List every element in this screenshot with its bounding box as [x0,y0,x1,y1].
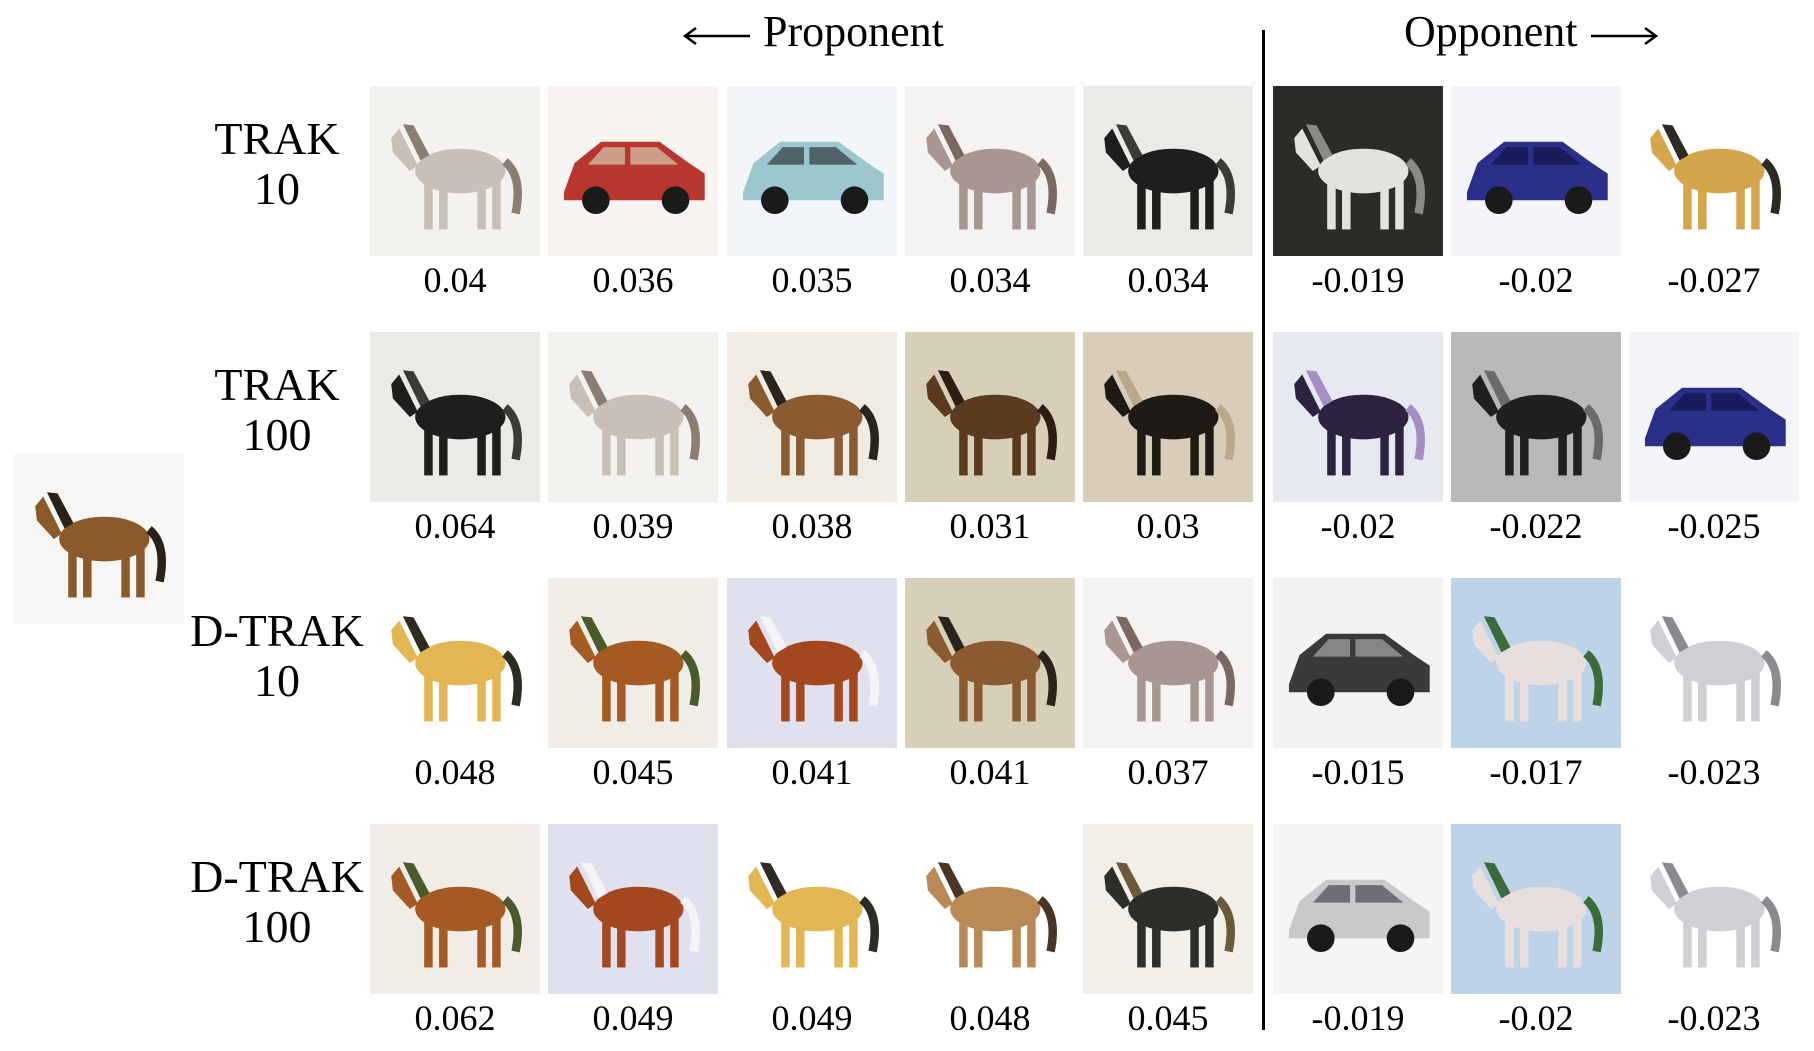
proponent-thumbnail [1083,86,1253,256]
opponent-score: -0.02 [1498,998,1574,1038]
opponent-score: -0.015 [1311,752,1405,792]
opponent-thumbnail [1451,86,1621,256]
opponent-score: -0.017 [1489,752,1583,792]
opponent-header: Opponent [1404,10,1659,54]
proponent-thumbnail [1083,332,1253,502]
proponent-thumbnail [905,86,1075,256]
proponent-thumbnail [370,86,540,256]
proponent-score: 0.049 [592,998,674,1038]
opponent-score: -0.022 [1489,506,1583,546]
proponent-thumbnail [727,824,897,994]
proponent-label: Proponent [763,7,944,56]
opponent-score: -0.023 [1667,752,1761,792]
proponent-score: 0.049 [771,998,853,1038]
proponent-score: 0.036 [592,260,674,300]
opponent-score: -0.027 [1667,260,1761,300]
proponent-thumbnail [548,824,718,994]
proponent-thumbnail [370,578,540,748]
opponent-thumbnail [1629,332,1799,502]
proponent-thumbnail [1083,824,1253,994]
proponent-thumbnail [727,86,897,256]
proponent-score: 0.062 [414,998,496,1038]
proponent-thumbnail [905,578,1075,748]
row-label-method: TRAK [214,113,340,164]
row-label: D-TRAK 10 [186,606,368,706]
proponent-score: 0.034 [1127,260,1209,300]
opponent-thumbnail [1451,332,1621,502]
opponent-score: -0.019 [1311,998,1405,1038]
proponent-thumbnail [727,332,897,502]
proponent-score: 0.045 [592,752,674,792]
row-label: TRAK 100 [186,360,368,460]
opponent-thumbnail [1273,86,1443,256]
proponent-score: 0.037 [1127,752,1209,792]
opponent-score: -0.02 [1498,260,1574,300]
proponent-header: Proponent [682,10,944,54]
row-label-method: D-TRAK [190,605,364,656]
row-label: D-TRAK 100 [186,852,368,952]
opponent-thumbnail [1451,578,1621,748]
proponent-score: 0.04 [423,260,487,300]
opponent-thumbnail [1273,824,1443,994]
proponent-thumbnail [727,578,897,748]
proponent-score: 0.048 [949,998,1031,1038]
proponent-thumbnail [548,578,718,748]
row-label: TRAK 10 [186,114,368,214]
query-image [14,454,184,624]
proponent-thumbnail [905,332,1075,502]
row-label-count: 10 [254,163,300,214]
opponent-thumbnail [1273,332,1443,502]
proponent-score: 0.048 [414,752,496,792]
row-label-method: D-TRAK [190,851,364,902]
proponent-score: 0.064 [414,506,496,546]
opponent-score: -0.02 [1320,506,1396,546]
proponent-thumbnail [1083,578,1253,748]
proponent-score: 0.038 [771,506,853,546]
opponent-thumbnail [1629,86,1799,256]
proponent-thumbnail [370,824,540,994]
opponent-score: -0.019 [1311,260,1405,300]
opponent-thumbnail [1629,824,1799,994]
proponent-score: 0.031 [949,506,1031,546]
proponent-score: 0.035 [771,260,853,300]
proponent-score: 0.03 [1136,506,1200,546]
opponent-label: Opponent [1404,7,1578,56]
opponent-thumbnail [1451,824,1621,994]
proponent-thumbnail [905,824,1075,994]
opponent-score: -0.023 [1667,998,1761,1038]
left-arrow-icon [682,26,750,45]
proponent-score: 0.034 [949,260,1031,300]
proponent-thumbnail [548,332,718,502]
row-label-count: 10 [254,655,300,706]
opponent-score: -0.025 [1667,506,1761,546]
proponent-score: 0.039 [592,506,674,546]
column-divider [1262,30,1265,1030]
row-label-count: 100 [242,901,312,952]
proponent-score: 0.045 [1127,998,1209,1038]
row-label-method: TRAK [214,359,340,410]
right-arrow-icon [1590,26,1658,45]
proponent-score: 0.041 [949,752,1031,792]
row-label-count: 100 [242,409,312,460]
proponent-score: 0.041 [771,752,853,792]
opponent-thumbnail [1629,578,1799,748]
proponent-thumbnail [548,86,718,256]
proponent-thumbnail [370,332,540,502]
opponent-thumbnail [1273,578,1443,748]
